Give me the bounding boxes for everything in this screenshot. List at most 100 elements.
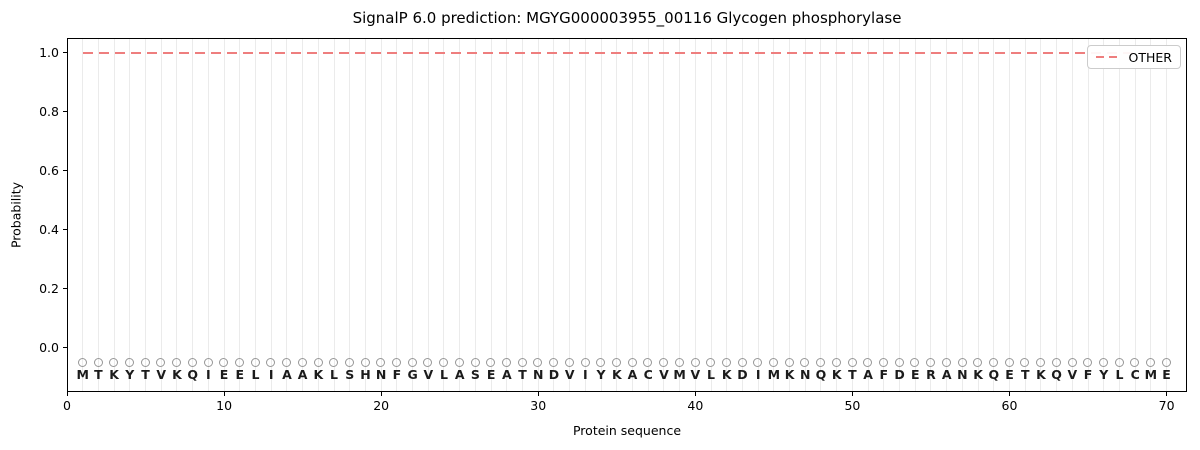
residue-marker	[894, 357, 904, 367]
residue-marker	[77, 357, 87, 367]
residue-marker	[282, 357, 292, 367]
residue-letter: N	[800, 366, 811, 382]
residue-marker	[125, 357, 135, 367]
residue-letter: C	[1130, 366, 1140, 382]
residue-letter: G	[407, 366, 418, 382]
gridline	[427, 39, 429, 391]
residue-marker	[973, 357, 983, 367]
gridline	[412, 39, 414, 391]
gridline	[773, 39, 775, 391]
residue-letter: K	[313, 366, 324, 382]
legend-label-other: OTHER	[1128, 49, 1172, 65]
x-axis-label: Protein sequence	[572, 423, 682, 438]
gridline	[380, 39, 382, 391]
residue-marker	[863, 357, 873, 367]
y-tick-label: 0.0	[39, 339, 59, 355]
gridline	[946, 39, 948, 391]
x-tick-label: 70	[1158, 398, 1175, 413]
gridline	[710, 39, 712, 391]
residue-marker	[1067, 357, 1077, 367]
residue-letter: Y	[1099, 366, 1109, 382]
y-tick-mark	[63, 52, 67, 54]
residue-marker	[769, 357, 779, 367]
residue-marker	[926, 357, 936, 367]
residue-marker	[800, 357, 810, 367]
gridline	[223, 39, 225, 391]
x-tick-mark	[380, 392, 382, 396]
residue-letter: L	[440, 366, 448, 382]
residue-marker	[816, 357, 826, 367]
x-tick-mark	[694, 392, 696, 396]
residue-letter: K	[1036, 366, 1046, 382]
residue-letter: L	[1115, 366, 1124, 382]
y-tick-mark	[63, 170, 67, 172]
y-tick-label: 0.4	[39, 221, 59, 237]
gridline	[883, 39, 885, 391]
gridline	[145, 39, 147, 391]
gridline	[443, 39, 445, 391]
gridline	[270, 39, 272, 391]
residue-marker	[1004, 357, 1014, 367]
residue-letter: D	[548, 366, 560, 382]
residue-letter: A	[627, 366, 638, 382]
residue-marker	[297, 357, 307, 367]
gridline	[647, 39, 649, 391]
gridline	[207, 39, 209, 391]
residue-marker	[266, 357, 276, 367]
residue-letter: Q	[815, 366, 827, 382]
gridline	[914, 39, 916, 391]
residue-letter: K	[172, 366, 182, 382]
gridline	[1040, 39, 1042, 391]
gridline	[836, 39, 838, 391]
x-tick-label: 10	[216, 398, 233, 413]
gridline	[867, 39, 869, 391]
gridline	[82, 39, 84, 391]
gridline	[553, 39, 555, 391]
residue-letter: T	[141, 366, 150, 382]
residue-marker	[737, 357, 747, 367]
gridline	[600, 39, 602, 391]
gridline	[176, 39, 178, 391]
residue-letter: E	[910, 366, 920, 382]
residue-letter: K	[721, 366, 732, 382]
residue-marker	[407, 357, 417, 367]
residue-letter: E	[235, 366, 245, 382]
gridline	[1118, 39, 1120, 391]
y-tick-label: 0.2	[39, 280, 59, 296]
residue-marker	[879, 357, 889, 367]
residue-marker	[517, 357, 527, 367]
residue-letter: N	[375, 366, 387, 382]
residue-marker	[1051, 357, 1061, 367]
gridline	[804, 39, 806, 391]
residue-letter: V	[690, 366, 701, 382]
residue-marker	[109, 357, 119, 367]
gridline	[584, 39, 586, 391]
x-tick-mark	[537, 392, 539, 396]
residue-marker	[329, 357, 339, 367]
chart-title: SignalP 6.0 prediction: MGYG000003955_00…	[352, 9, 902, 27]
gridline	[506, 39, 508, 391]
gridline	[160, 39, 162, 391]
y-tick-mark	[63, 111, 67, 113]
residue-marker	[376, 357, 386, 367]
gridline	[616, 39, 618, 391]
residue-marker	[721, 357, 731, 367]
residue-marker	[486, 357, 496, 367]
residue-letter: L	[251, 366, 260, 382]
residue-marker	[203, 357, 213, 367]
residue-marker	[596, 357, 606, 367]
residue-letter: T	[518, 366, 527, 382]
residue-letter: D	[894, 366, 905, 382]
gridline	[490, 39, 492, 391]
residue-marker	[753, 357, 763, 367]
residue-letter: K	[784, 366, 795, 382]
residue-marker	[690, 357, 700, 367]
residue-letter: V	[156, 366, 167, 382]
y-tick-mark	[63, 229, 67, 231]
gridline	[1087, 39, 1089, 391]
residue-marker	[502, 357, 512, 367]
gridline	[333, 39, 335, 391]
gridline	[522, 39, 524, 391]
residue-letter: V	[423, 366, 434, 382]
